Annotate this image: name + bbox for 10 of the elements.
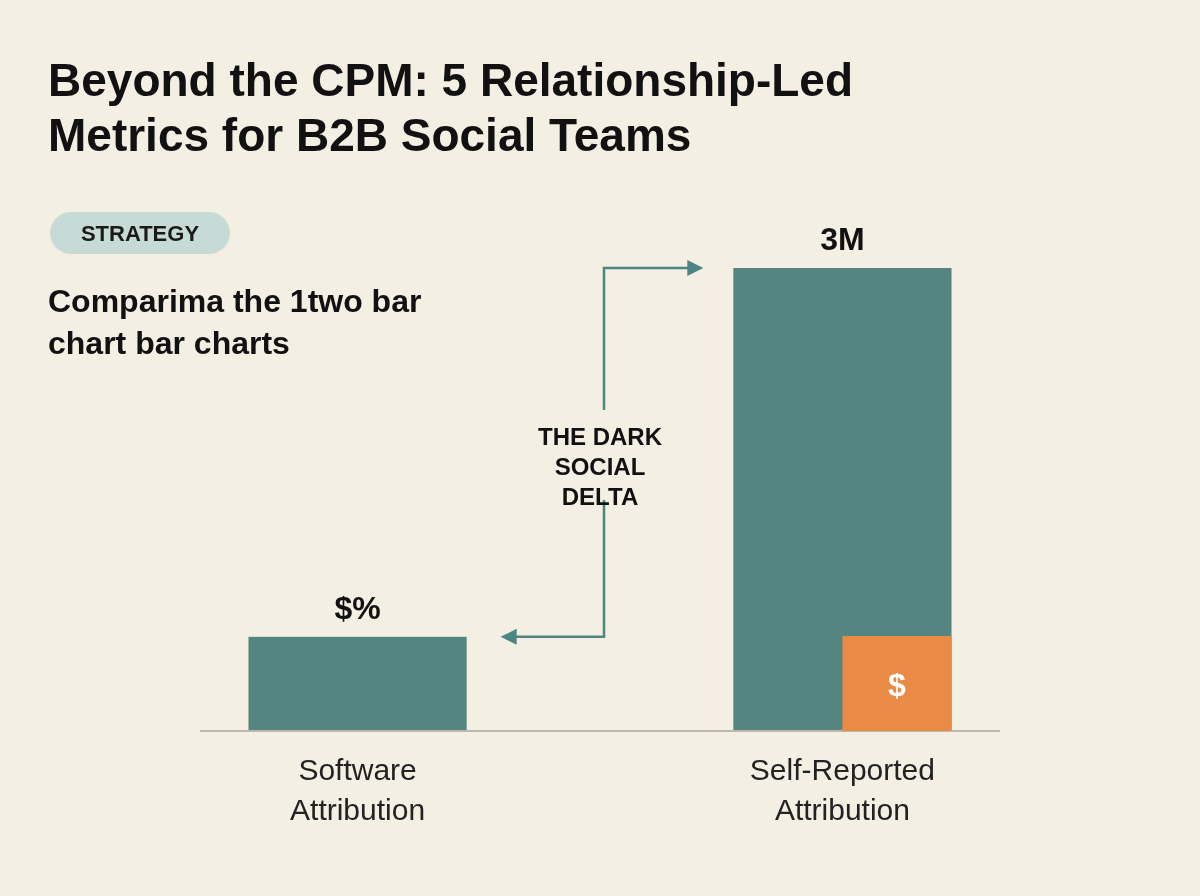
data-label: 3M (820, 221, 865, 257)
x-tick-label: Self-Reported Attribution (749, 753, 935, 826)
dollar-icon: $ (842, 636, 952, 731)
annotation: $ (888, 667, 907, 703)
text: STRATEGY (80, 221, 200, 246)
annotation: THE DARK SOCIAL DELTA (538, 423, 663, 510)
text: Comparima the 1two bar chart bar charts (48, 283, 422, 361)
data-label: $% (334, 589, 381, 626)
x-tick-label: Software Attribution (290, 753, 426, 826)
chart-title: Beyond the CPM: 5 Relationship-Led Metrics for B2B Social Teams (48, 54, 854, 161)
